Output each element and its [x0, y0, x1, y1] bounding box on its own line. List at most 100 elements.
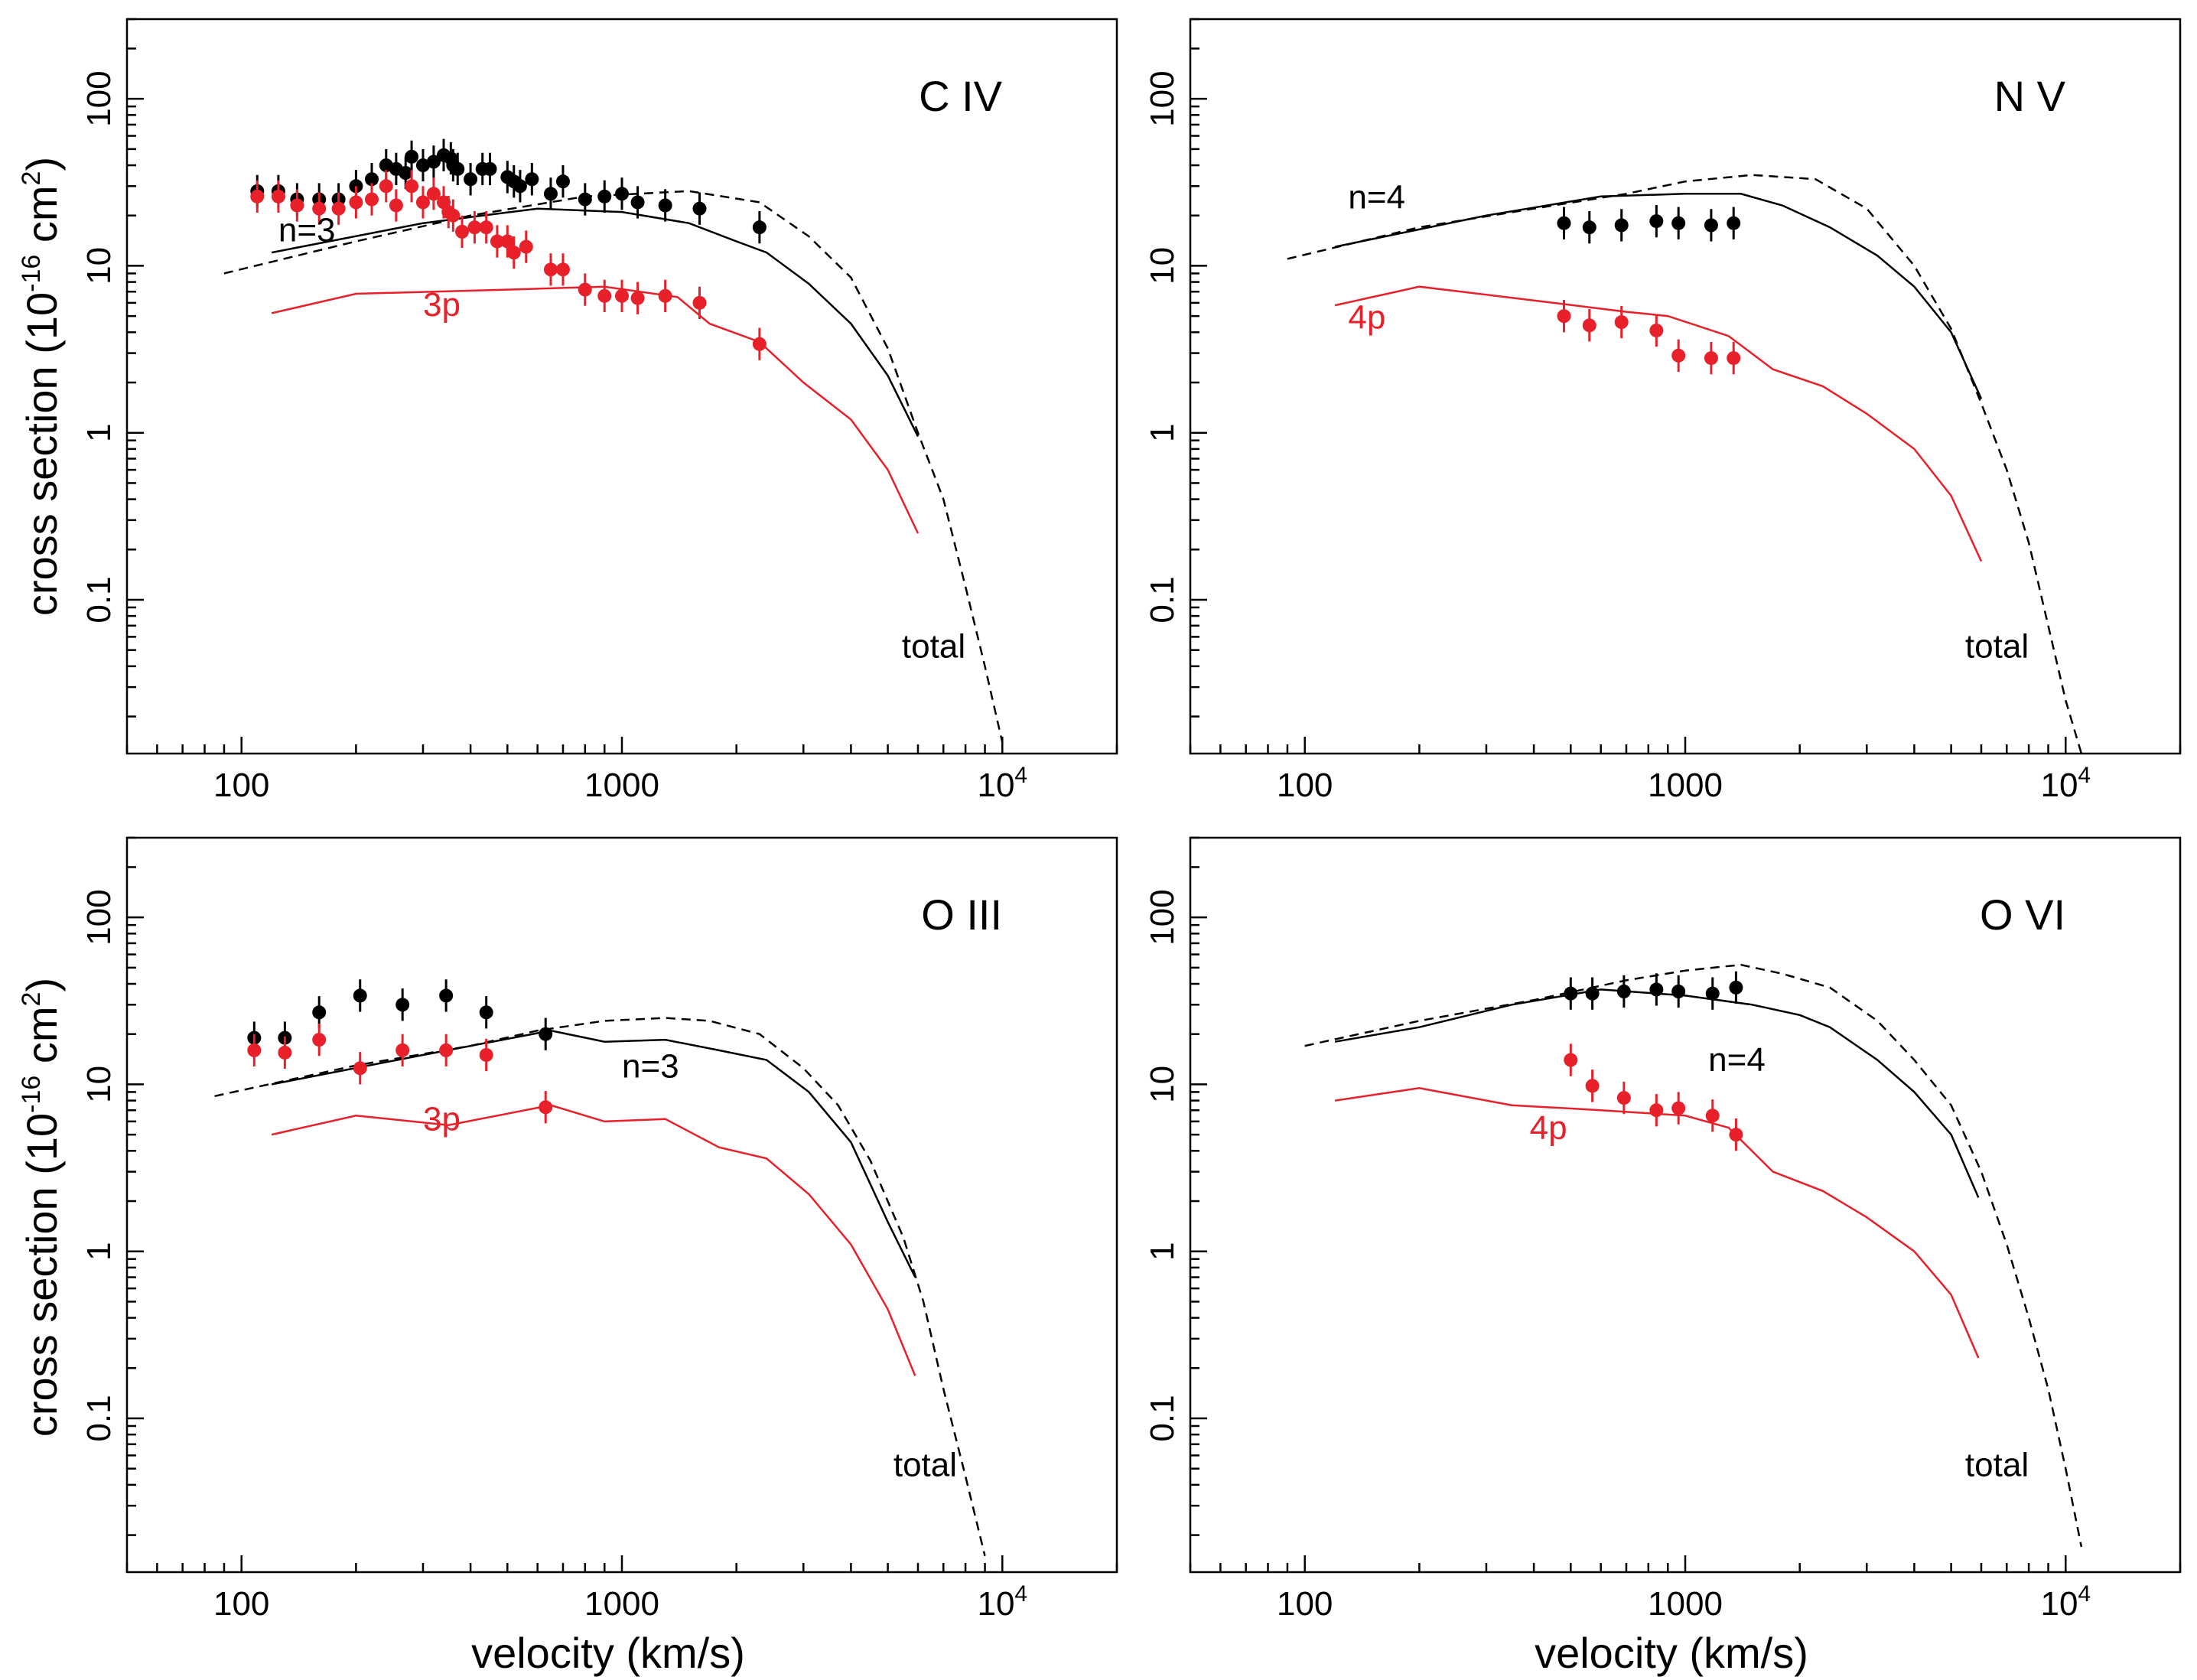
n-data-point [1705, 977, 1720, 1010]
p-data-point [426, 177, 441, 210]
n-data-point [1704, 209, 1718, 242]
p-data-point [543, 253, 558, 286]
data-marker [1671, 216, 1686, 230]
data-marker [1704, 351, 1718, 366]
data-marker [405, 179, 419, 194]
p-data-point [1705, 1099, 1720, 1132]
p-level-label: 3p [423, 286, 461, 324]
p-data-point [578, 273, 592, 306]
data-marker [395, 998, 410, 1012]
data-marker [1649, 214, 1664, 229]
data-marker [312, 201, 327, 216]
p-data-point [1729, 1118, 1743, 1151]
n-level-label: n=4 [1348, 179, 1405, 217]
p-data-point [405, 170, 419, 203]
p-data-point [519, 230, 533, 263]
panel-title: N V [1994, 72, 2066, 120]
panel-n-v: 100 1000 104 0.1 1 10 100 N V n=4 4p total [1144, 18, 2182, 804]
x-tick-exponent: 4 [1014, 763, 1027, 788]
x-tick-label: 100 [1277, 767, 1333, 804]
plot-area [214, 979, 986, 1557]
n-data-point [578, 183, 592, 216]
data-marker [615, 187, 629, 201]
data-marker [539, 1100, 553, 1115]
p-data-point [490, 225, 504, 258]
data-marker [543, 187, 558, 201]
p-data-point [597, 279, 612, 312]
y-tick-label: 0.1 [80, 576, 118, 623]
n-data-point [539, 1017, 553, 1050]
x-tick-label: 104 [977, 1581, 1027, 1623]
p-data-point [1649, 314, 1664, 347]
y-tick-label: 10 [1144, 1066, 1181, 1103]
p-data-point [331, 192, 346, 225]
n-data-point [692, 192, 707, 225]
x-tick-exponent: 4 [2078, 1581, 2091, 1607]
plot-area [223, 138, 1004, 743]
data-marker [426, 187, 441, 201]
data-marker [439, 1043, 454, 1057]
n-data-point [479, 996, 493, 1029]
panel-frame [1189, 18, 2182, 755]
data-marker [1616, 1091, 1631, 1105]
data-marker [405, 149, 419, 164]
total-label: total [1965, 628, 2029, 666]
data-marker [1671, 1101, 1686, 1115]
n-data-point [1649, 973, 1664, 1006]
n-data-point [1614, 209, 1629, 242]
p-data-point [250, 180, 265, 213]
panel-title: O VI [1980, 890, 2065, 939]
data-marker [312, 1033, 327, 1047]
data-marker [379, 179, 393, 194]
p-level-label: 4p [1530, 1109, 1567, 1147]
data-marker [331, 201, 346, 216]
total-label: total [902, 628, 965, 666]
data-marker [1649, 982, 1664, 997]
data-marker [1564, 1053, 1578, 1067]
total-curve [214, 1017, 986, 1557]
n-level-label: n=3 [622, 1047, 679, 1085]
n-level-label: n=4 [1708, 1041, 1766, 1079]
x-tick-label: 104 [2040, 763, 2091, 804]
data-marker [578, 282, 592, 297]
data-marker [490, 234, 504, 249]
panel-title: O III [921, 890, 1002, 939]
panel-frame [1189, 836, 2182, 1574]
data-marker [539, 1027, 553, 1041]
p-data-point [752, 327, 767, 360]
p-data-point [446, 199, 461, 232]
panel-frame [125, 18, 1118, 755]
data-marker [692, 295, 707, 310]
p-data-point [539, 1091, 553, 1124]
data-marker [479, 1047, 493, 1062]
p-level-curve [1334, 285, 1983, 562]
data-marker [555, 174, 570, 189]
p-data-point [1585, 1070, 1600, 1102]
n-data-point [464, 163, 478, 196]
data-marker [312, 1005, 327, 1020]
p-data-point [555, 253, 570, 286]
n-data-point [451, 152, 465, 186]
p-data-point [395, 1034, 410, 1067]
p-data-point [692, 286, 707, 320]
n-data-point [1649, 204, 1664, 238]
n-data-point [525, 163, 539, 196]
p-data-point [1582, 309, 1596, 342]
data-marker [597, 189, 612, 203]
data-marker [500, 234, 515, 249]
y-tick-label: 1 [1144, 1242, 1181, 1260]
data-marker [513, 179, 527, 194]
p-data-point [353, 1052, 367, 1085]
p-data-point [658, 279, 672, 312]
data-marker [364, 192, 379, 207]
y-tick-label: 100 [80, 889, 118, 945]
x-tick-label: 1000 [584, 767, 659, 804]
data-marker [1729, 1128, 1743, 1142]
panel-title: C IV [919, 72, 1003, 120]
y-tick-label: 100 [1144, 889, 1181, 945]
p-data-point [247, 1034, 262, 1067]
data-marker [1705, 986, 1720, 1001]
p-level-curve [1334, 1087, 1980, 1359]
data-marker [479, 1005, 493, 1020]
y-tick-label: 1 [80, 1242, 118, 1260]
